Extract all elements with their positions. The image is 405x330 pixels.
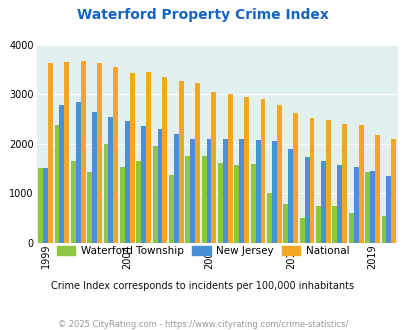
- Bar: [353, 167, 358, 243]
- Bar: [97, 63, 102, 243]
- Bar: [320, 161, 325, 243]
- Bar: [76, 102, 81, 243]
- Bar: [325, 120, 330, 243]
- Bar: [288, 148, 292, 243]
- Bar: [239, 139, 243, 243]
- Bar: [201, 156, 206, 243]
- Bar: [309, 118, 314, 243]
- Bar: [119, 167, 124, 243]
- Bar: [54, 125, 59, 243]
- Bar: [222, 139, 227, 243]
- Bar: [108, 117, 113, 243]
- Text: Crime Index corresponds to incidents per 100,000 inhabitants: Crime Index corresponds to incidents per…: [51, 281, 354, 291]
- Bar: [283, 204, 288, 243]
- Bar: [217, 163, 222, 243]
- Bar: [168, 175, 173, 243]
- Bar: [266, 193, 271, 243]
- Bar: [348, 213, 353, 243]
- Text: © 2025 CityRating.com - https://www.cityrating.com/crime-statistics/: © 2025 CityRating.com - https://www.city…: [58, 320, 347, 329]
- Bar: [271, 141, 276, 243]
- Bar: [381, 216, 386, 243]
- Bar: [146, 72, 151, 243]
- Legend: Waterford Township, New Jersey, National: Waterford Township, New Jersey, National: [52, 242, 353, 260]
- Bar: [124, 121, 130, 243]
- Bar: [227, 94, 232, 243]
- Bar: [71, 161, 76, 243]
- Bar: [260, 99, 265, 243]
- Bar: [234, 165, 239, 243]
- Text: Waterford Property Crime Index: Waterford Property Crime Index: [77, 8, 328, 22]
- Bar: [173, 134, 178, 243]
- Bar: [190, 139, 195, 243]
- Bar: [157, 129, 162, 243]
- Bar: [364, 172, 369, 243]
- Bar: [243, 96, 249, 243]
- Bar: [136, 161, 141, 243]
- Bar: [38, 168, 43, 243]
- Bar: [292, 113, 297, 243]
- Bar: [64, 62, 69, 243]
- Bar: [81, 61, 85, 243]
- Bar: [130, 73, 134, 243]
- Bar: [92, 112, 97, 243]
- Bar: [87, 172, 92, 243]
- Bar: [141, 126, 146, 243]
- Bar: [332, 207, 337, 243]
- Bar: [341, 124, 346, 243]
- Bar: [369, 171, 374, 243]
- Bar: [390, 139, 395, 243]
- Bar: [304, 157, 309, 243]
- Bar: [250, 164, 255, 243]
- Bar: [178, 81, 183, 243]
- Bar: [315, 207, 320, 243]
- Bar: [113, 67, 118, 243]
- Bar: [299, 218, 304, 243]
- Bar: [185, 156, 190, 243]
- Bar: [59, 105, 64, 243]
- Bar: [276, 105, 281, 243]
- Bar: [255, 140, 260, 243]
- Bar: [43, 168, 48, 243]
- Bar: [337, 165, 341, 243]
- Bar: [386, 176, 390, 243]
- Bar: [162, 77, 167, 243]
- Bar: [195, 83, 200, 243]
- Bar: [358, 125, 362, 243]
- Bar: [48, 63, 53, 243]
- Bar: [152, 146, 157, 243]
- Bar: [103, 144, 108, 243]
- Bar: [211, 91, 216, 243]
- Bar: [374, 135, 379, 243]
- Bar: [206, 139, 211, 243]
